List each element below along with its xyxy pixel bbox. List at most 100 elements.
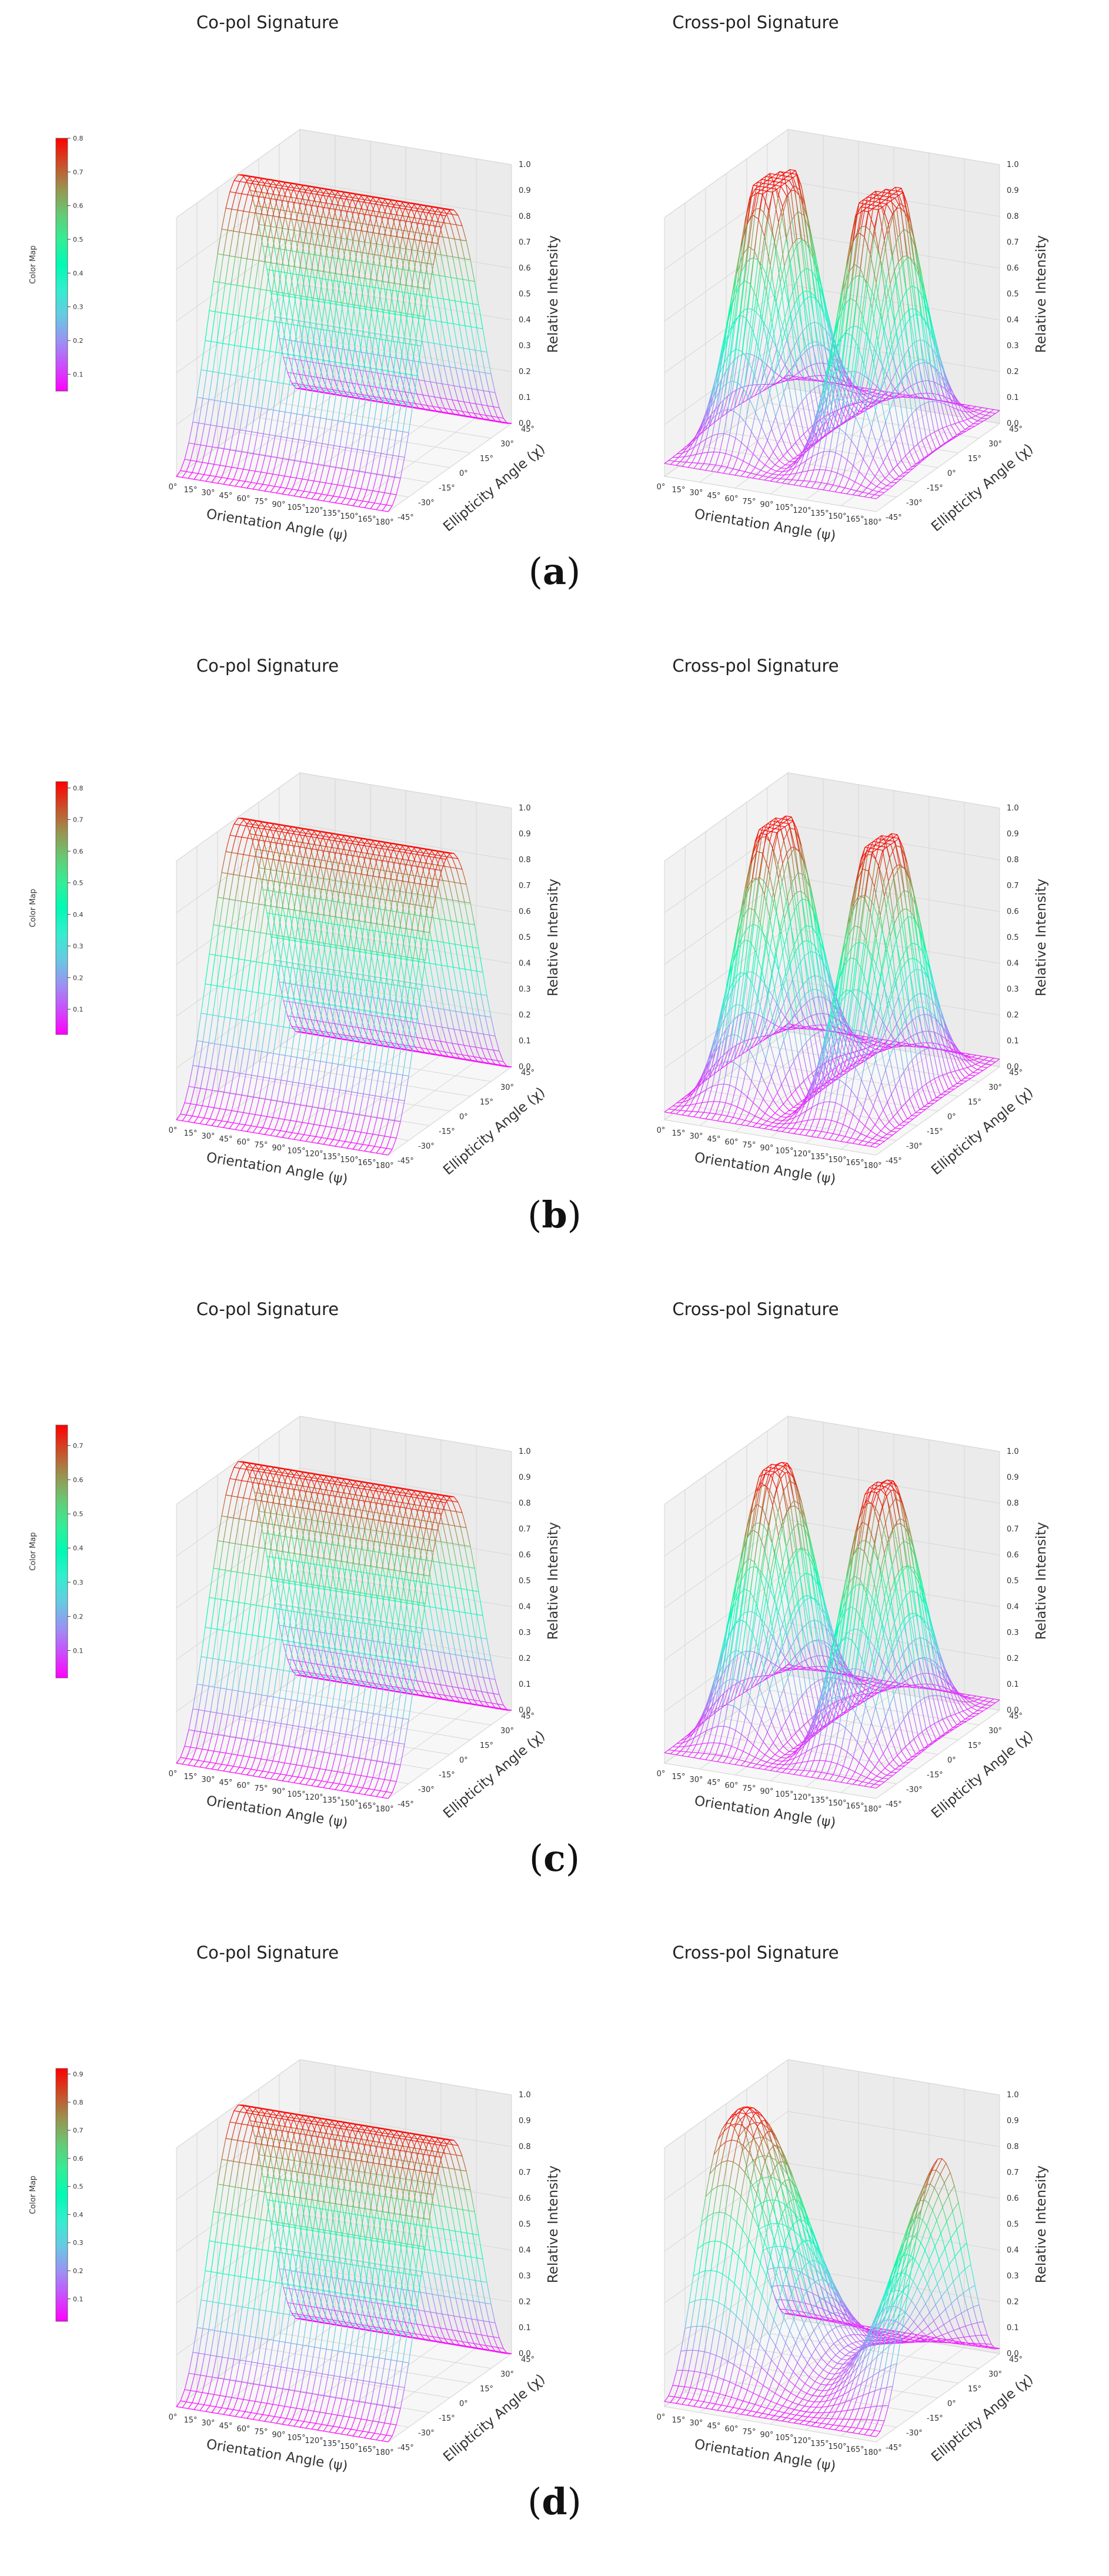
z-tick-label: 0.6 (519, 264, 531, 273)
x-tick-label: 75° (254, 498, 268, 506)
surface-line (859, 402, 863, 403)
z-tick-label: 0.6 (1007, 264, 1019, 273)
z-tick-label: 0.1 (519, 393, 531, 402)
colorbar-tick-label: 0.3 (73, 303, 83, 311)
z-tick-label: 0.1 (1007, 393, 1019, 402)
surface-line (792, 480, 798, 481)
surface-line (786, 479, 792, 480)
z-tick-label: 0.0 (519, 419, 531, 428)
x-tick-label: 150° (828, 512, 846, 521)
cross-pol-plot-a: 0°15°30°45°60°75°90°105°120°135°150°165°… (657, 12, 1049, 544)
z-tick-label: 0.2 (519, 368, 531, 376)
surface-line (746, 353, 750, 354)
colorbar-a: 0.1 0.2 0.3 0.4 0.5 0.6 0.7 0.8 Color Map (29, 135, 83, 391)
colorbar-tick-label: 0.2 (73, 974, 83, 982)
x-tick-label: 0° (169, 483, 178, 492)
colorbar-tick-label: 0.6 (73, 847, 83, 855)
co-pol-plot-b: 0°15°30°45°60°75°90°105°120°135°150°165°… (169, 656, 561, 1187)
colorbar-tick-label: 0.7 (73, 168, 83, 176)
chart-title: Cross-pol Signature (672, 12, 839, 32)
x-tick-label: 105° (775, 503, 793, 512)
x-tick-label: 45° (707, 492, 720, 500)
surface-line (708, 452, 714, 453)
x-tick-label: 180° (863, 518, 881, 527)
x-tick-label: 150° (340, 512, 358, 521)
x-tick-label: 15° (672, 486, 685, 495)
x-tick-label: 105° (287, 503, 305, 512)
colorbar-tick-label: 0.4 (73, 269, 83, 277)
x-tick-label: 135° (810, 509, 829, 518)
surface-line (814, 470, 820, 471)
colorbar-gradient (56, 782, 68, 1035)
surface-line (769, 384, 773, 385)
surface-line (897, 208, 901, 209)
colorbar-tick-label: 0.4 (73, 911, 83, 919)
z-tick-label: 1.0 (1007, 161, 1019, 169)
z-tick-label: 0.8 (1007, 212, 1019, 221)
y-tick-label: 15° (968, 455, 981, 463)
colorbar-tick-label: 0.1 (73, 371, 83, 378)
x-tick-label: 120° (305, 506, 323, 515)
x-tick-label: 75° (742, 498, 756, 506)
z-tick-label: 0.0 (1007, 419, 1019, 428)
z-tick-label: 0.5 (1007, 290, 1019, 299)
surface-line (837, 384, 841, 385)
x-tick-label: 135° (322, 509, 340, 518)
y-tick-label: 0° (459, 469, 468, 478)
y-tick-label: -15° (439, 484, 455, 493)
x-tick-label: 90° (760, 500, 773, 509)
colorbar-tick-label: 0.2 (73, 337, 83, 345)
y-tick-label: 30° (500, 440, 514, 449)
y-tick-label: 15° (480, 455, 493, 463)
z-tick-label: 0.4 (519, 316, 531, 325)
x-tick-label: 165° (358, 515, 376, 524)
colorbar-tick-label: 0.8 (73, 135, 83, 142)
z-tick-label: 0.4 (1007, 316, 1019, 325)
z-tick-label: 0.3 (519, 342, 531, 351)
y-tick-label: 30° (988, 440, 1002, 449)
z-tick-label: 0.7 (519, 238, 531, 247)
surface-line (824, 451, 830, 452)
colorbar-tick-label: 0.5 (73, 236, 83, 243)
co-pol-plot-a: 0°15°30°45°60°75°90°105°120°135°150°165°… (169, 12, 561, 544)
y-tick-label: -30° (906, 499, 923, 508)
x-tick-label: 30° (201, 489, 215, 498)
z-tick-label: 0.3 (1007, 342, 1019, 351)
surface-line (714, 452, 720, 453)
colorbar-tick-label: 0.5 (73, 879, 83, 887)
surface-line (686, 462, 692, 463)
colorbar-tick-label: 0.3 (73, 943, 83, 950)
panel-label-a: (a) (0, 550, 1109, 593)
x-tick-label: 0° (657, 483, 666, 492)
surface-line (860, 394, 864, 395)
surface-line (852, 371, 856, 372)
z-tick-label: 0.9 (519, 186, 531, 195)
panel-a: 0.1 0.2 0.3 0.4 0.5 0.6 0.7 0.8 Color Map 0° 15° 30… (0, 0, 1109, 643)
y-tick-label: -15° (927, 484, 943, 493)
surface-line (781, 468, 787, 469)
y-tick-label: -30° (418, 499, 435, 508)
y-tick-label: -45° (886, 513, 902, 522)
z-tick-label: 0.7 (1007, 238, 1019, 247)
z-axis-label: Relative Intensity (546, 235, 561, 353)
surface-line (977, 421, 983, 422)
z-tick-label: 0.9 (1007, 186, 1019, 195)
x-tick-label: 30° (689, 489, 703, 498)
x-tick-label: 120° (793, 506, 811, 515)
x-tick-label: 60° (236, 495, 250, 503)
z-tick-label: 0.8 (519, 212, 531, 221)
x-tick-label: 180° (375, 518, 393, 527)
colorbar-label: Color Map (29, 245, 38, 284)
y-tick-label: -45° (397, 513, 414, 522)
z-tick-label: 1.0 (519, 161, 531, 169)
surface-line (820, 470, 826, 471)
colorbar-tick-label: 0.1 (73, 1006, 83, 1013)
colorbar-tick-label: 0.6 (73, 202, 83, 210)
colorbar-tick-label: 0.7 (73, 816, 83, 824)
y-tick-label: 0° (947, 469, 956, 478)
colorbar-gradient (56, 138, 68, 391)
